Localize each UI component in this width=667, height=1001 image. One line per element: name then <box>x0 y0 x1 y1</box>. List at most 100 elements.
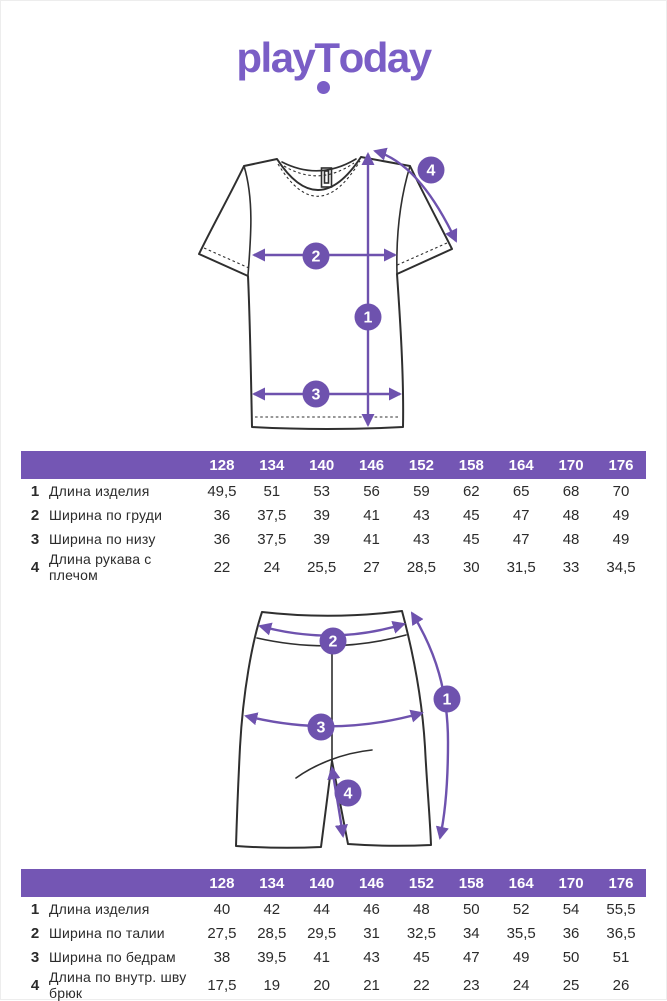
measurement-value: 41 <box>363 530 380 548</box>
table-corner-cell <box>21 451 197 479</box>
measurement-value: 34,5 <box>606 558 636 576</box>
tshirt-neck-label-inner <box>323 170 329 184</box>
measurement-value: 47 <box>512 506 530 524</box>
measurement-row: 1 Длина изделия 49,5 51 53 56 59 62 65 68 70 <box>21 479 646 503</box>
size-column-header: 176 <box>596 451 646 479</box>
measurement-row: 4 Длина по внутр. шву брюк 17,5 19 20 21 22 23 2… <box>21 969 646 1001</box>
measurement-value: 48 <box>562 530 580 548</box>
measurement-value: 49,5 <box>207 482 237 500</box>
measurement-value: 47 <box>462 948 480 966</box>
size-column-header: 152 <box>396 451 447 479</box>
shorts-arrow-length <box>410 611 449 840</box>
tshirt-badge-3 <box>302 380 329 408</box>
row-number: 3 <box>30 530 40 548</box>
measurement-label: Длина по внутр. шву брюк <box>49 969 187 1001</box>
size-column-header: 170 <box>546 451 596 479</box>
measurement-value: 45 <box>462 530 480 548</box>
shorts-size-table: 128 134 140 146 152 158 164 170 176 1 Длина издел… <box>21 869 646 1001</box>
shorts-size-table-container: 128 134 140 146 152 158 164 170 176 1 Длина издел… <box>21 869 646 1001</box>
logo-dot <box>317 81 331 94</box>
measurement-value: 49 <box>612 530 630 548</box>
tshirt-measurement-diagram: 1 2 3 4 <box>197 147 457 430</box>
measurement-value: 38 <box>213 948 231 966</box>
tshirt-badge-1 <box>354 303 381 331</box>
measurement-label: Ширина по груди <box>49 507 163 523</box>
row-number: 2 <box>30 506 40 524</box>
measurement-value: 34 <box>462 924 480 942</box>
shorts-arrow-inseam <box>326 766 348 838</box>
measurement-label: Ширина по низу <box>49 531 156 547</box>
measurement-value: 22 <box>413 976 430 994</box>
measurement-value: 28,5 <box>257 924 287 942</box>
measurement-value: 59 <box>413 482 430 500</box>
measurement-label: Ширина по талии <box>49 925 165 941</box>
tshirt-size-table-container: 128 134 140 146 152 158 164 170 176 1 Длина издел… <box>21 451 646 583</box>
measurement-value: 30 <box>462 558 480 576</box>
measurement-label: Ширина по бедрам <box>49 949 176 965</box>
measurement-value: 39 <box>313 506 331 524</box>
row-number: 1 <box>30 900 40 918</box>
measurement-value: 68 <box>562 482 580 500</box>
shorts-badge-1 <box>433 685 460 713</box>
size-column-header: 134 <box>246 869 297 897</box>
tshirt-neck-label <box>320 167 332 188</box>
size-column-header: 146 <box>346 869 397 897</box>
measurement-value: 56 <box>363 482 380 500</box>
measurement-row: 4 Длина рукава с плечом 22 24 25,5 27 28,5 30 31… <box>21 551 646 583</box>
shorts-badge-2-label: 2 <box>328 634 337 651</box>
row-number: 4 <box>30 558 40 576</box>
measurement-value: 21 <box>363 976 380 994</box>
measurement-value: 50 <box>562 948 580 966</box>
measurement-value: 23 <box>462 976 480 994</box>
measurement-value: 49 <box>612 506 630 524</box>
tshirt-badge-4-label: 4 <box>426 163 435 180</box>
measurement-value: 20 <box>313 976 331 994</box>
measurement-value: 46 <box>363 900 380 918</box>
playtoday-logo: playT oday <box>236 34 433 94</box>
tshirt-collar-rim <box>280 158 357 172</box>
measurement-value: 36 <box>213 506 231 524</box>
logo-text-play: play <box>236 34 316 81</box>
shorts-badge-4-label: 4 <box>343 786 352 803</box>
measurement-value: 41 <box>363 506 380 524</box>
shorts-measurement-diagram: 1 2 3 4 <box>234 610 460 849</box>
measurement-label: Длина изделия <box>49 483 150 499</box>
tshirt-collar-stitch-bottom <box>277 160 360 197</box>
measurement-value: 62 <box>462 482 480 500</box>
tshirt-badge-1-label: 1 <box>363 310 372 327</box>
tshirt-cuff-stitch-right <box>394 242 447 267</box>
measurement-value: 33 <box>562 558 580 576</box>
measurement-value: 51 <box>263 482 281 500</box>
measurement-row: 3 Ширина по бедрам 38 39,5 41 43 45 47 49 50 51 <box>21 945 646 969</box>
measurement-value: 65 <box>512 482 530 500</box>
size-column-header: 158 <box>446 869 497 897</box>
measurement-value: 48 <box>562 506 580 524</box>
size-column-header: 170 <box>546 869 596 897</box>
size-column-header: 128 <box>197 869 247 897</box>
shorts-badge-3 <box>307 713 334 741</box>
measurement-value: 22 <box>213 558 231 576</box>
measurement-row: 3 Ширина по низу 36 37,5 39 41 43 45 47 48 49 <box>21 527 646 551</box>
size-column-header: 158 <box>446 451 497 479</box>
logo-text-oday: oday <box>338 34 433 81</box>
measurement-value: 55,5 <box>606 900 636 918</box>
measurement-row: 2 Ширина по груди 36 37,5 39 41 43 45 47 48 49 <box>21 503 646 527</box>
measurement-value: 45 <box>462 506 480 524</box>
size-column-header: 128 <box>197 451 247 479</box>
shorts-badge-1-label: 1 <box>442 692 451 709</box>
row-number: 1 <box>30 482 40 500</box>
measurement-value: 36 <box>562 924 580 942</box>
measurement-value: 40 <box>213 900 231 918</box>
measurement-value: 28,5 <box>406 558 437 576</box>
measurement-value: 24 <box>263 558 281 576</box>
measurement-value: 24 <box>512 976 530 994</box>
measurement-value: 32,5 <box>406 924 437 942</box>
shorts-crotch-curve <box>294 749 373 779</box>
measurement-value: 27,5 <box>207 924 237 942</box>
shorts-badge-2 <box>319 627 346 655</box>
measurement-value: 51 <box>612 948 630 966</box>
measurement-value: 49 <box>512 948 530 966</box>
size-column-header: 176 <box>596 869 646 897</box>
measurement-value: 48 <box>413 900 430 918</box>
